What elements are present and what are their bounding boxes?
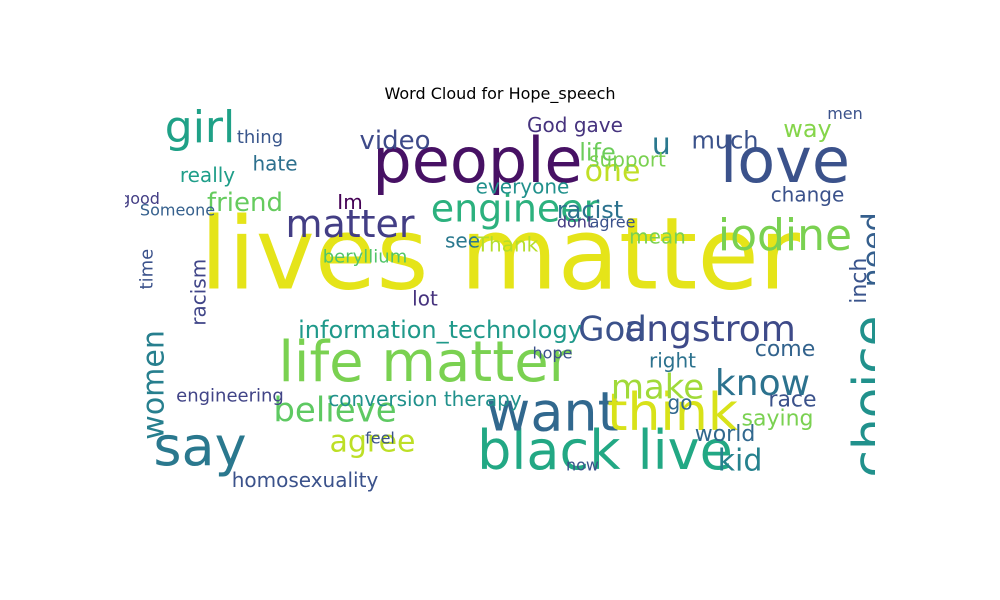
word-cloud-word: God gave xyxy=(527,113,623,137)
word-cloud-word: racist xyxy=(557,196,623,224)
word-cloud-word: mean xyxy=(629,225,686,249)
word-cloud-word: right xyxy=(649,348,696,372)
word-cloud-word: kid xyxy=(718,444,763,479)
word-cloud-word: u xyxy=(652,127,671,162)
word-cloud-word: think xyxy=(607,383,738,443)
word-cloud-word: time xyxy=(137,249,158,290)
word-cloud-word: engineering xyxy=(176,386,284,407)
word-cloud-word: thing xyxy=(237,127,283,148)
word-cloud-word: God xyxy=(578,309,647,349)
word-cloud-word: change xyxy=(771,182,845,206)
word-cloud-word: race xyxy=(768,387,816,412)
word-cloud-word: conversion therapy xyxy=(328,387,522,411)
word-cloud-word: support xyxy=(589,148,666,172)
word-cloud-word: say xyxy=(153,415,246,478)
word-cloud-word: life matter xyxy=(278,330,572,395)
word-cloud-word: black live xyxy=(477,419,733,482)
word-cloud-word: racism xyxy=(187,259,211,326)
word-cloud-word: Someone xyxy=(140,201,215,220)
word-cloud-word: saying xyxy=(742,407,814,432)
word-cloud-word: engineer xyxy=(431,187,600,231)
word-cloud-word: dont xyxy=(557,212,593,231)
word-cloud-word: really xyxy=(180,163,235,187)
word-cloud-word: life xyxy=(579,138,616,166)
word-cloud-word: know xyxy=(715,363,810,404)
word-cloud-word: agree xyxy=(590,212,636,231)
word-cloud-word: choice xyxy=(843,316,876,478)
word-cloud-word: people xyxy=(372,124,582,197)
word-cloud-word: hope xyxy=(533,344,573,363)
word-cloud-word: believe xyxy=(273,390,396,430)
word-cloud-word: hate xyxy=(252,151,297,175)
word-cloud-word: much xyxy=(692,127,759,155)
word-cloud-word: way xyxy=(783,115,832,143)
word-cloud-word: agree xyxy=(329,424,415,459)
word-cloud-word: information_technology xyxy=(298,316,582,344)
word-cloud-word: matter xyxy=(285,202,414,246)
word-cloud-word: see xyxy=(445,229,480,253)
word-cloud-word: one xyxy=(585,154,641,189)
word-cloud-word: girl xyxy=(165,107,235,153)
word-cloud-word: inch xyxy=(847,258,872,304)
chart-title: Word Cloud for Hope_speech xyxy=(384,84,616,103)
word-cloud-word: go xyxy=(668,391,693,415)
word-cloud-word: angstrom xyxy=(624,309,796,350)
word-cloud-word: friend xyxy=(207,188,283,218)
word-cloud-word: come xyxy=(755,337,816,362)
word-cloud-word: Im xyxy=(337,190,362,214)
word-cloud-word: Thank xyxy=(476,232,539,256)
word-cloud-word: love xyxy=(720,124,850,197)
word-cloud-word: lot xyxy=(412,287,438,311)
word-cloud-word: feel xyxy=(365,428,395,447)
word-cloud-word: video xyxy=(359,126,430,156)
word-cloud-word: everyone xyxy=(476,175,570,199)
word-cloud-word: need xyxy=(857,212,876,287)
word-cloud-word: homosexuality xyxy=(232,468,379,492)
word-cloud-word: want xyxy=(486,380,619,443)
word-cloud-word: men xyxy=(827,107,863,123)
word-cloud-word: beryllium xyxy=(323,247,408,268)
word-cloud-word: make xyxy=(611,367,704,407)
word-cloud-word: women xyxy=(137,330,172,440)
word-cloud-word: good xyxy=(125,189,160,208)
word-cloud-word: world xyxy=(695,422,756,447)
word-cloud-word: lives matter xyxy=(200,196,801,313)
word-cloud-word: iodine xyxy=(718,210,852,261)
word-cloud-word: now xyxy=(566,455,599,474)
